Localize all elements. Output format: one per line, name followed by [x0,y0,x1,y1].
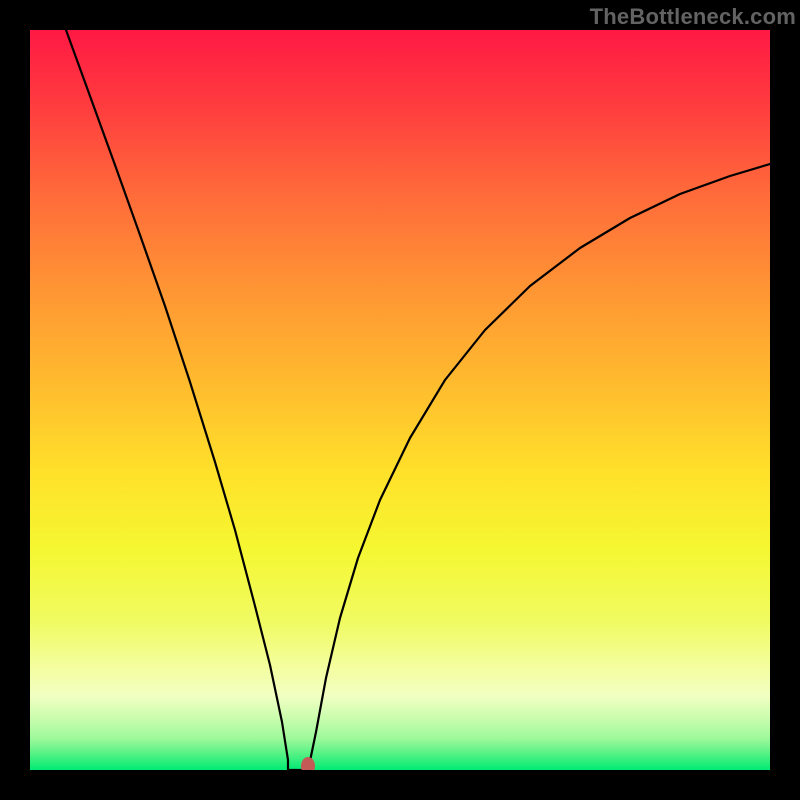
plot-svg [30,30,770,770]
watermark-text: TheBottleneck.com [590,4,796,30]
gradient-background [30,30,770,770]
chart-frame: TheBottleneck.com [0,0,800,800]
plot-area [30,30,770,770]
